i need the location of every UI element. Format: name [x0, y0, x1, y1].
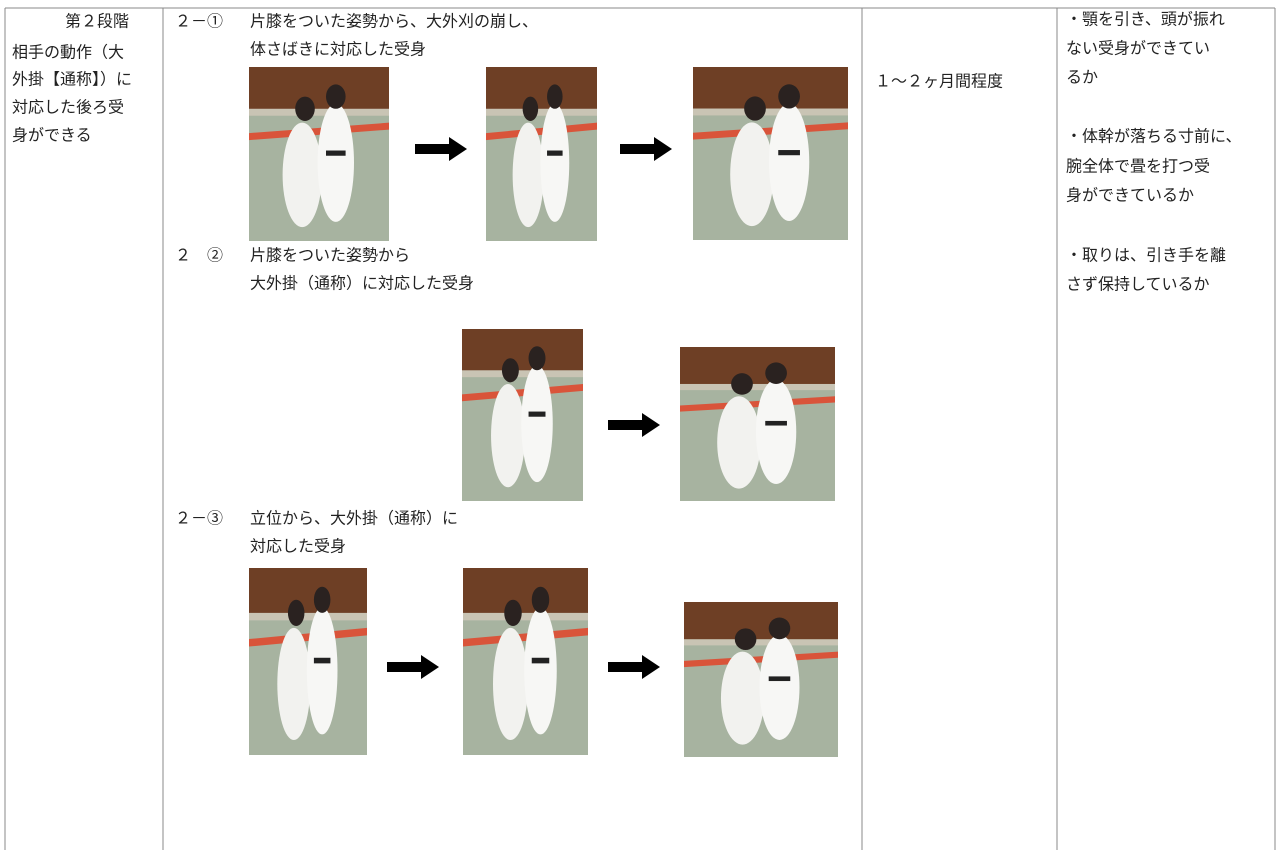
- point-line: ・体幹が落ちる寸前に、: [1066, 127, 1242, 146]
- period: １～２ヶ月間程度: [875, 72, 1003, 91]
- step-line: 対応した受身: [250, 537, 346, 556]
- arrow: [620, 137, 672, 161]
- point-line: ない受身ができてい: [1066, 39, 1210, 58]
- step-line: 体さばきに対応した受身: [250, 40, 426, 59]
- arrow: [608, 413, 660, 437]
- step-label: ２－①: [175, 12, 223, 31]
- point-line: るか: [1066, 68, 1098, 87]
- photo: [486, 67, 597, 241]
- photo: [249, 568, 367, 755]
- point-line: 身ができているか: [1066, 186, 1194, 205]
- point-line: さず保持しているか: [1066, 275, 1210, 294]
- goal-line: 対応した後ろ受: [12, 98, 124, 117]
- arrow: [608, 655, 660, 679]
- photo: [680, 347, 835, 501]
- photo: [463, 568, 588, 755]
- point-line: ・取りは、引き手を離: [1066, 246, 1226, 265]
- point-line: ・顎を引き、頭が振れ: [1066, 10, 1225, 29]
- step-line: 大外掛（通称）に対応した受身: [250, 274, 474, 293]
- photo: [693, 67, 848, 240]
- goal-line: 相手の動作（大: [12, 43, 124, 62]
- step-label: ２－③: [175, 509, 223, 528]
- photo: [249, 67, 389, 241]
- step-label: ２ ②: [175, 246, 223, 265]
- step-line: 片膝をついた姿勢から: [250, 246, 410, 265]
- step-line: 片膝をついた姿勢から、大外刈の崩し、: [250, 12, 538, 31]
- point-line: 腕全体で畳を打つ受: [1066, 157, 1210, 176]
- goal-line: 身ができる: [12, 126, 92, 145]
- goal-line: 外掛【通称】）に: [12, 70, 132, 89]
- step-line: 立位から、大外掛（通称）に: [250, 509, 458, 528]
- photo: [684, 602, 838, 757]
- photo: [462, 329, 583, 501]
- arrow: [387, 655, 439, 679]
- arrow: [415, 137, 467, 161]
- stage: 第２段階: [65, 12, 129, 31]
